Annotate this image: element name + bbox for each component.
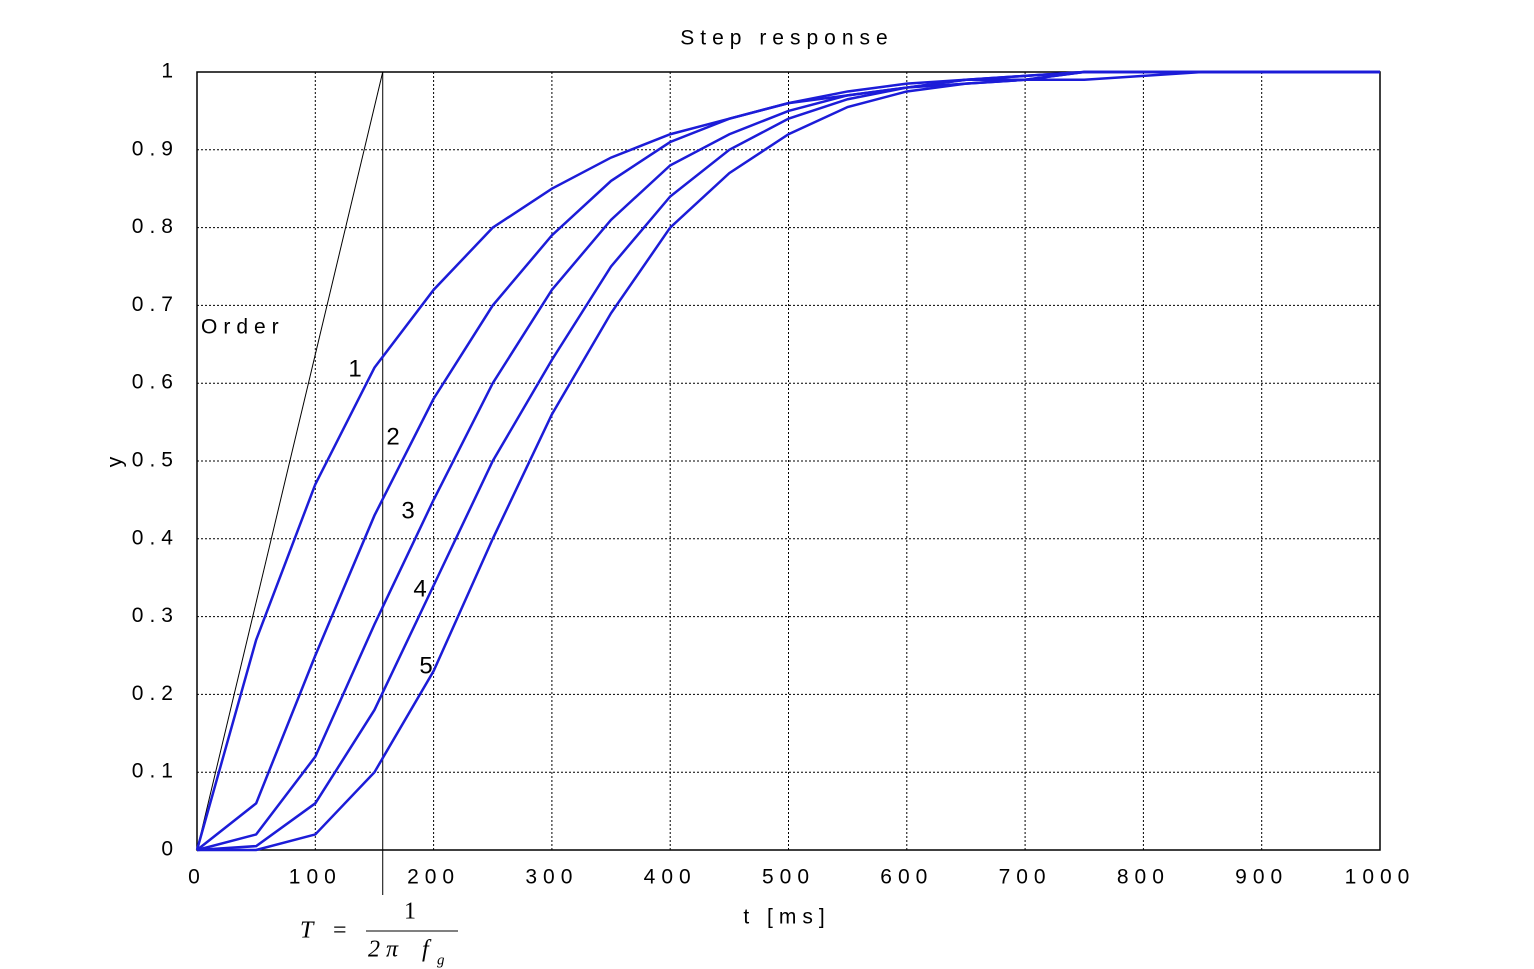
series-label: 4 [413,575,426,602]
series-label: 2 [386,423,399,450]
x-tick-label: 700 [999,866,1052,889]
y-tick-label: 0 [161,838,179,861]
series-label: 1 [348,355,361,382]
series-label: 3 [401,497,414,524]
x-tick-label: 300 [525,866,578,889]
series-label: 5 [419,652,432,679]
y-tick-label: 0.2 [132,682,179,705]
y-tick-label: 0.1 [132,760,179,783]
x-tick-label: 900 [1235,866,1288,889]
formula-sub: g [437,952,445,968]
formula: T = 1 2 π f g [300,899,458,968]
formula-f: f [422,937,432,963]
x-tick-label: 1000 [1345,866,1416,889]
x-tick-label: 400 [644,866,697,889]
formula-denominator: 2 π [368,937,399,963]
y-tick-label: 1 [161,60,179,83]
chart-title: Step response [680,27,893,50]
plot-frame [196,71,1381,851]
x-tick-label: 600 [880,866,933,889]
y-axis-label: y [104,456,127,467]
y-tick-label: 0.6 [132,371,179,394]
y-tick-label: 0.8 [132,215,179,238]
x-tick-label: 500 [762,866,815,889]
x-tick-label: 0 [188,866,206,889]
formula-numerator: 1 [404,899,416,925]
x-tick-label: 800 [1117,866,1170,889]
x-tick-label: 200 [407,866,460,889]
y-tick-label: 0.5 [132,449,179,472]
x-tick-label: 100 [289,866,342,889]
tangent-line [196,71,384,851]
y-tick-label: 0.4 [132,526,179,549]
formula-lhs: T [300,918,315,944]
y-tick-label: 0.3 [132,604,179,627]
formula-eq: = [333,918,347,944]
series-line [197,70,1380,852]
y-tick-label: 0.9 [132,137,179,160]
legend-title: Order [201,316,285,339]
x-axis-label: t [ms] [743,906,830,929]
y-tick-label: 0.7 [132,293,179,316]
